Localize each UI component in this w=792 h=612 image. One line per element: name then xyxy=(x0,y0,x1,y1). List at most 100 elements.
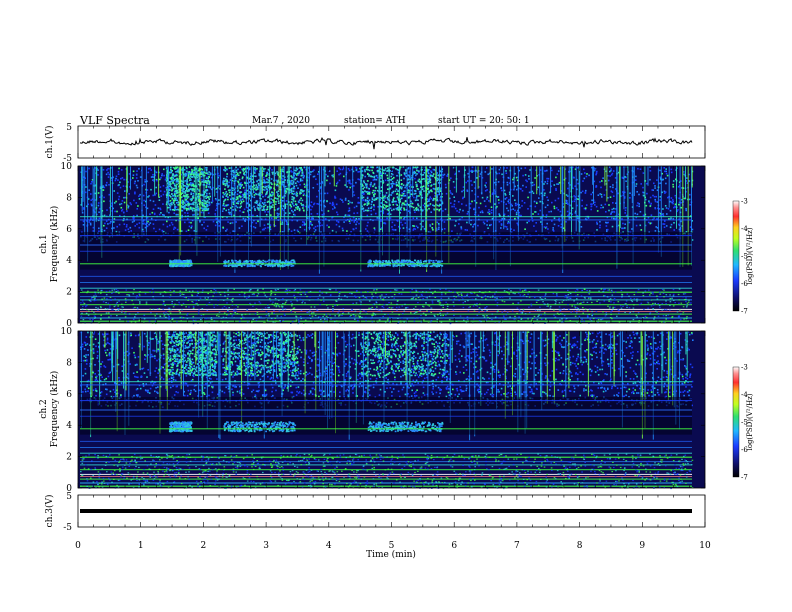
spectrogram-cell xyxy=(119,186,122,189)
spectrogram-cell xyxy=(290,261,293,264)
spectrogram-cell xyxy=(475,202,478,204)
spectrogram-cell xyxy=(584,172,586,174)
spectrogram-cell xyxy=(433,205,436,207)
sferic-line xyxy=(250,166,252,247)
spectrogram-cell xyxy=(439,170,441,172)
spectrogram-cell xyxy=(123,223,126,225)
spectrogram-cell xyxy=(526,221,528,224)
spectrogram-cell xyxy=(291,203,294,205)
spectrogram-cell xyxy=(297,174,300,176)
spectrogram-cell xyxy=(242,200,245,203)
spectrogram-cell xyxy=(517,209,519,212)
spectrogram-cell xyxy=(364,170,366,173)
spectrogram-cell xyxy=(202,184,205,186)
spectrogram-cell xyxy=(205,181,207,183)
spectrogram-cell xyxy=(117,173,120,175)
spectrogram-cell xyxy=(635,175,637,178)
spectrogram-cell xyxy=(638,193,640,196)
spectrogram-cell xyxy=(120,206,123,209)
spectrogram-cell xyxy=(271,171,274,174)
spectrogram-cell xyxy=(355,181,357,184)
spectrogram-cell xyxy=(466,213,469,215)
spectrogram-cell xyxy=(426,182,429,185)
spectrogram-cell xyxy=(123,178,125,181)
spectrogram-cell xyxy=(339,168,342,171)
spectrogram-cell xyxy=(260,205,263,207)
spectrogram-cell xyxy=(232,197,234,199)
spectrogram-cell xyxy=(577,217,580,220)
spectrogram-cell xyxy=(169,207,172,209)
spectrogram-cell xyxy=(296,208,299,210)
spectrogram-cell xyxy=(126,210,128,212)
spectrogram-cell xyxy=(409,184,412,186)
spectrogram-cell xyxy=(108,173,110,176)
spectrogram-cell xyxy=(198,193,200,195)
spectrogram-cell xyxy=(251,181,253,184)
spectrogram-cell xyxy=(370,203,373,206)
spectrogram-cell xyxy=(241,184,243,186)
spectrogram-cell xyxy=(331,174,333,177)
spectrogram-cell xyxy=(169,181,171,183)
spectrogram-cell xyxy=(625,214,628,217)
spectrogram-cell xyxy=(557,183,560,185)
spectrogram-cell xyxy=(364,175,366,178)
spectrogram-cell xyxy=(621,227,623,230)
spectrogram-cell xyxy=(198,195,200,198)
spectrogram-cell xyxy=(553,207,556,210)
spectrogram-cell xyxy=(87,203,89,206)
spectrogram-cell xyxy=(310,213,313,215)
sferic-line xyxy=(633,166,635,196)
spectrogram-cell xyxy=(386,205,389,207)
spectrogram-cell xyxy=(367,203,370,205)
spectrogram-cell xyxy=(500,187,502,190)
spectrogram-cell xyxy=(310,222,312,224)
spectrogram-cell xyxy=(272,264,275,266)
spectrogram-cell xyxy=(514,199,516,201)
spectrogram-cell xyxy=(366,196,369,199)
spectrogram-cell xyxy=(415,199,418,201)
spectrogram-cell xyxy=(654,198,656,201)
spectrogram-cell xyxy=(98,230,100,233)
spectrogram-cell xyxy=(335,223,338,226)
spectrogram-cell xyxy=(209,187,212,190)
spectrogram-cell xyxy=(144,223,147,225)
spectrogram-cell xyxy=(422,204,425,207)
spectrogram-cell xyxy=(643,215,646,217)
spectrogram-cell xyxy=(224,261,226,263)
spectrogram-cell xyxy=(339,198,342,200)
spectrogram-cell xyxy=(275,217,277,219)
spectrogram-cell xyxy=(392,173,394,176)
spectrogram-cell xyxy=(299,167,301,169)
spectrogram-cell xyxy=(105,227,108,229)
spectrogram-cell xyxy=(282,196,284,199)
spectrogram-cell xyxy=(302,194,305,197)
spectrogram-cell xyxy=(593,180,596,183)
spectrogram-cell xyxy=(417,226,419,229)
spectrogram-cell xyxy=(138,198,141,200)
spectrogram-cell xyxy=(248,168,251,170)
spectrogram-cell xyxy=(285,259,287,262)
spectrogram-cell xyxy=(565,221,567,223)
spectrogram-cell xyxy=(240,182,242,184)
spectrogram-cell xyxy=(566,210,569,213)
spectrogram-cell xyxy=(181,206,184,208)
spectrogram-cell xyxy=(607,175,609,177)
spectrogram-cell xyxy=(385,264,388,266)
sferic-line xyxy=(378,166,380,253)
spectrogram-cell xyxy=(167,216,169,219)
spectrogram-cell xyxy=(417,208,419,211)
spectrogram-cell xyxy=(310,201,313,203)
spectrogram-cell xyxy=(269,167,271,169)
spectrogram-cell xyxy=(258,192,261,195)
spectrogram-cell xyxy=(170,176,173,179)
spectrogram-cell xyxy=(265,174,268,177)
spectrogram-cell xyxy=(171,223,174,226)
spectrogram-cell xyxy=(373,176,375,179)
spectrogram-cell xyxy=(477,195,479,198)
spectrogram-cell xyxy=(573,200,576,203)
spectrogram-cell xyxy=(214,173,217,175)
spectrogram-cell xyxy=(280,188,282,191)
spectrogram-cell xyxy=(312,187,315,189)
spectrogram-cell xyxy=(510,228,512,230)
spectrogram-cell xyxy=(227,211,230,214)
